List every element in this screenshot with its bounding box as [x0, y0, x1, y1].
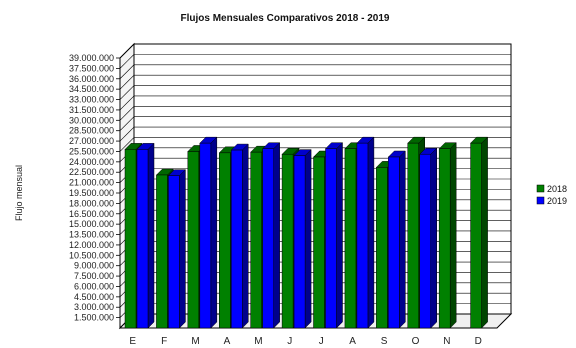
y-tick-label: 15.000.000 — [69, 219, 114, 229]
bar-2018-10 — [438, 142, 457, 329]
x-tick-label: A — [224, 336, 231, 347]
y-tick-label: 34.500.000 — [69, 84, 114, 94]
x-tick-label: A — [349, 336, 356, 347]
bars — [124, 136, 489, 329]
bar-2019-0 — [136, 142, 155, 329]
legend: 2018 2019 — [536, 184, 567, 206]
bar-2019-8 — [387, 150, 406, 329]
y-tick-label: 4.500.000 — [74, 292, 114, 302]
x-tick-label: D — [475, 336, 482, 347]
y-tick-label: 39.000.000 — [69, 53, 114, 63]
x-tick-label: O — [412, 336, 420, 347]
y-tick-label: 24.000.000 — [69, 157, 114, 167]
y-tick-labels: 1.500.0003.000.0004.500.0006.000.0007.50… — [69, 53, 114, 323]
y-tick-label: 6.000.000 — [74, 281, 114, 291]
gridline-side — [119, 74, 135, 90]
bar-2019-2 — [199, 136, 218, 329]
y-tick-label: 10.500.000 — [69, 250, 114, 260]
bar-2018-11 — [469, 136, 489, 329]
bar-2019-7 — [356, 136, 375, 329]
gridline-side — [119, 64, 135, 79]
y-tick-label: 16.500.000 — [69, 209, 114, 219]
legend-label-2018: 2018 — [547, 184, 567, 194]
gridline-side — [119, 116, 135, 131]
legend-label-2019: 2019 — [547, 196, 567, 206]
gridline-side — [119, 85, 135, 100]
y-axis-label: Flujo mensual — [14, 165, 24, 221]
y-tick-label: 25.500.000 — [69, 146, 114, 156]
legend-swatch-2019 — [536, 196, 545, 205]
y-tick-label: 31.500.000 — [69, 105, 114, 115]
gridline-side — [119, 54, 135, 69]
gridline-side — [119, 126, 135, 142]
x-tick-label: J — [287, 336, 292, 347]
y-tick-label: 22.500.000 — [69, 167, 114, 177]
x-tick-label: F — [161, 336, 167, 347]
x-tick-label: J — [319, 336, 324, 347]
y-tick-label: 33.000.000 — [69, 95, 114, 105]
gridline-side — [119, 106, 135, 121]
y-tick-label: 1.500.000 — [74, 313, 114, 323]
y-tick-label: 28.500.000 — [69, 126, 114, 136]
legend-swatch-2018 — [536, 184, 545, 193]
x-tick-label: M — [191, 336, 199, 347]
y-tick-label: 36.000.000 — [69, 74, 114, 84]
gridline-side — [119, 43, 135, 59]
chart-title: Flujos Mensuales Comparativos 2018 - 201… — [181, 13, 390, 24]
gridline-side — [119, 137, 135, 152]
bar-2019-6 — [324, 142, 344, 329]
y-tick-label: 3.000.000 — [74, 302, 114, 312]
x-tick-label: E — [129, 336, 136, 347]
x-tick-label: N — [443, 336, 450, 347]
y-tick-label: 21.000.000 — [69, 178, 114, 188]
bar-2019-3 — [230, 143, 249, 329]
y-tick-label: 12.000.000 — [69, 240, 114, 250]
y-tick-label: 27.000.000 — [69, 136, 114, 146]
bar-2019-5 — [293, 149, 312, 329]
x-tick-label: S — [381, 336, 388, 347]
y-tick-label: 13.500.000 — [69, 230, 114, 240]
bar-2019-9 — [419, 147, 438, 329]
x-tick-label: M — [254, 336, 262, 347]
y-tick-label: 30.000.000 — [69, 115, 114, 125]
y-tick-label: 9.000.000 — [74, 261, 114, 271]
y-tick-label: 7.500.000 — [74, 271, 114, 281]
gridline-side — [119, 95, 135, 111]
y-tick-label: 18.000.000 — [69, 198, 114, 208]
y-tick-label: 37.500.000 — [69, 63, 114, 73]
bar-2019-4 — [262, 142, 281, 329]
y-tick-label: 19.500.000 — [69, 188, 114, 198]
bar-2019-1 — [167, 169, 187, 329]
